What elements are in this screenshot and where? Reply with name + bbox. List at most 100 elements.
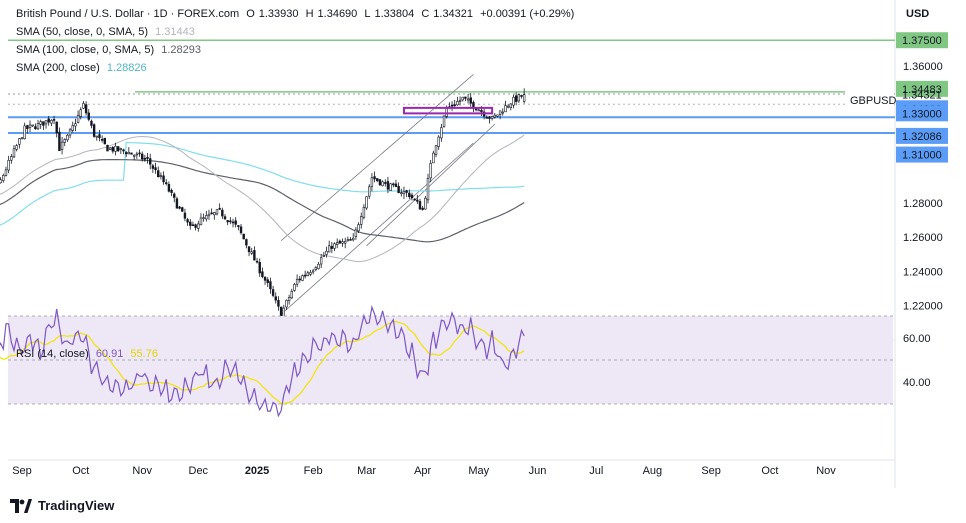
candle-body [140,153,144,160]
rsi-band [8,316,893,404]
candle-body [10,156,13,161]
rsi-ma-line [0,321,525,405]
level-tag-13750: 1.37500 [902,35,942,47]
candle-body [20,137,24,140]
candle-body [253,250,256,261]
level-tag-132086-bg [896,127,948,144]
price-tick-label: 1.28000 [903,198,943,210]
candle-body [432,152,435,164]
candle-body [63,139,66,143]
candle-body [100,139,104,141]
candle-body [111,147,115,152]
candle-body [424,197,427,210]
candle-body [36,123,40,130]
candle-body [338,240,342,244]
candle-body [437,136,440,147]
candle-body [373,176,376,180]
candle-body [354,229,358,237]
time-tick-label: Nov [816,465,836,477]
candle-body [269,281,272,290]
candle-body [258,262,261,274]
candle-body [239,226,243,234]
candle-body [416,199,419,202]
candle-body [450,104,454,107]
candle-body [397,186,400,194]
level-tag-13300: 1.33000 [902,108,942,120]
candle-body [205,215,208,220]
candle-body [138,152,141,155]
candle-body [215,209,219,215]
candle-body [421,207,424,210]
candle-body [116,146,120,152]
symbol-title: British Pound / U.S. Dollar · 1D · FOREX… [16,8,240,20]
candle-body [386,181,390,190]
tradingview-brand[interactable]: TradingView [10,498,114,513]
candle-body [434,145,438,155]
candle-body [325,250,328,255]
candle-body [408,192,411,198]
candle-body [39,121,42,125]
candle-body [15,145,18,150]
candle-body [357,224,360,232]
time-tick-label: Aug [643,465,663,477]
candle-body [207,213,211,217]
candle-body [277,299,280,307]
candle-body [50,119,53,124]
candle-body [389,183,392,191]
candle-body [381,181,384,187]
ohlc-open: O 1.33930 [246,8,299,20]
time-tick-label: Mar [357,465,376,477]
candle-body [199,217,203,226]
candle-body [298,278,301,281]
candle-body [151,165,155,169]
sma100-value: 1.28293 [161,44,201,56]
candle-body [362,206,366,218]
candle-body [226,220,229,223]
candle-body [263,277,267,281]
candle-body [245,239,248,246]
candle-body [490,116,494,119]
price-tick-label: 1.36000 [903,61,943,73]
candle-body [218,208,221,210]
candle-body [210,212,213,215]
candle-body [509,103,513,108]
candle-body [456,101,459,106]
rsi-line [0,304,525,418]
sma50-value: 1.31443 [155,26,195,38]
candle-body [319,257,323,265]
candle-body [132,155,136,157]
candle-body [26,125,29,130]
candle-body [34,126,37,130]
rsi-ma-value: 55.76 [130,348,158,360]
candle-body [466,98,470,101]
candle-body [90,120,93,126]
candle-body [346,239,350,242]
candle-body [522,94,526,102]
candle-body [485,117,488,119]
currency-label[interactable]: USD [906,8,930,20]
candle-body [429,163,432,179]
candle-body [341,241,344,244]
candle-body [410,194,414,199]
channel-line [366,123,496,247]
time-tick-label: Jun [529,465,547,477]
candle-body [202,217,205,219]
candles [0,88,526,321]
candle-body [458,100,462,102]
candle-body [186,219,189,223]
candle-body [191,224,195,227]
sma200-label: SMA (200, close) [16,62,100,74]
candle-body [442,115,446,127]
candle-body [221,209,224,217]
channel-line [280,142,474,315]
candle-body [295,278,299,285]
candle-body [488,116,491,119]
candle-body [98,134,101,139]
rsi-tick-label: 60.00 [903,333,931,345]
time-tick-label: May [468,465,489,477]
candle-body [303,274,307,277]
candle-body [322,255,326,257]
candle-body [76,114,80,123]
candle-body [60,141,64,150]
